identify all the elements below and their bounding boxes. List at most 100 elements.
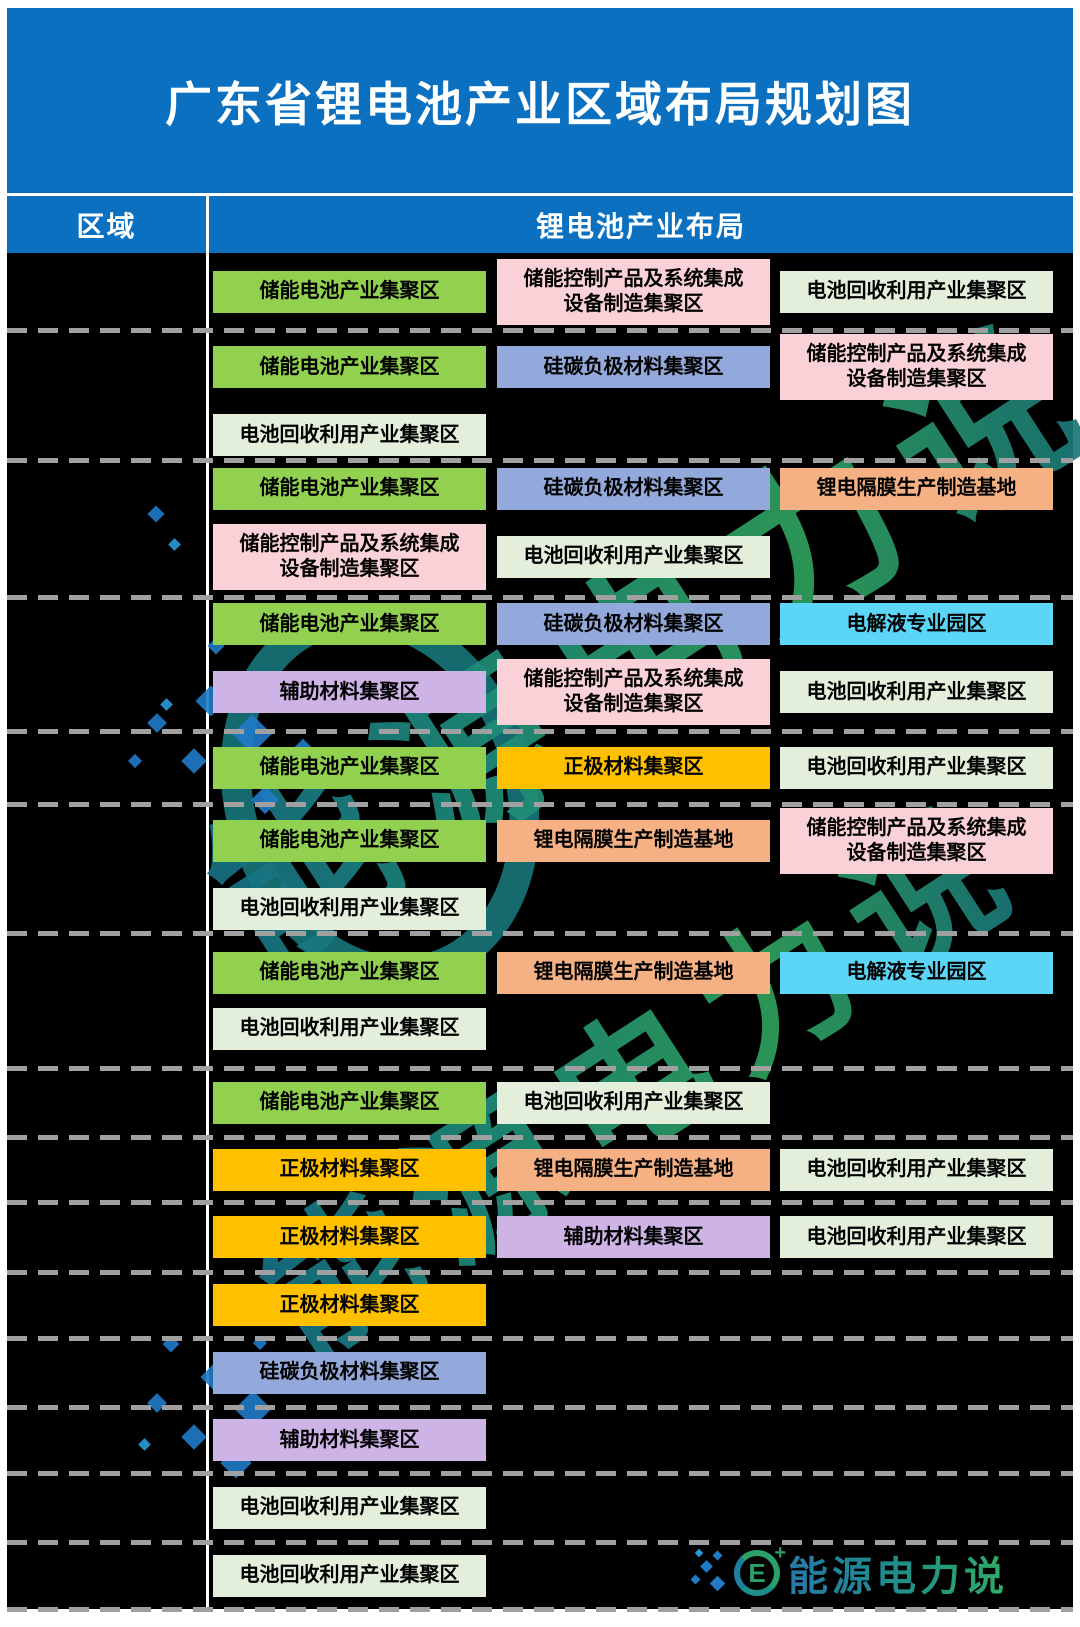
region-row-10: 正极材料集聚区 辅助材料集聚区 电池回收利用产业集聚区 bbox=[7, 1202, 1073, 1275]
industry-box-storage: 储能电池产业集聚区 bbox=[213, 1081, 486, 1124]
industry-box-auxiliary: 辅助材料集聚区 bbox=[213, 1419, 486, 1461]
industry-box-anode: 硅碳负极材料集聚区 bbox=[497, 467, 770, 510]
region-row-8: 储能电池产业集聚区 电池回收利用产业集聚区 bbox=[7, 1068, 1073, 1140]
industry-box-storage: 储能电池产业集聚区 bbox=[213, 346, 486, 388]
box-line: 储能控制产品及系统集成 设备制造集聚区 电池回收利用产业集聚区 bbox=[7, 523, 1073, 590]
region-row-11: 正极材料集聚区 bbox=[7, 1272, 1073, 1341]
industry-box-recycle: 电池回收利用产业集聚区 bbox=[213, 1007, 486, 1050]
row-separator bbox=[7, 595, 1073, 600]
industry-box-storage: 储能电池产业集聚区 bbox=[213, 951, 486, 994]
industry-box-control: 储能控制产品及系统集成 设备制造集聚区 bbox=[213, 523, 486, 590]
row-separator bbox=[7, 458, 1073, 463]
box-line: 储能电池产业集聚区 硅碳负极材料集聚区 储能控制产品及系统集成 设备制造集聚区 bbox=[7, 334, 1073, 400]
industry-box-storage: 储能电池产业集聚区 bbox=[213, 819, 486, 862]
industry-box-recycle: 电池回收利用产业集聚区 bbox=[213, 887, 486, 930]
logo-letter: E bbox=[748, 1557, 766, 1588]
industry-box-anode: 硅碳负极材料集聚区 bbox=[213, 1351, 486, 1394]
industry-box-control: 储能控制产品及系统集成 设备制造集聚区 bbox=[780, 807, 1053, 874]
region-row-4: 储能电池产业集聚区 硅碳负极材料集聚区 电解液专业园区辅助材料集聚区 储能控制产品及系… bbox=[7, 597, 1073, 734]
box-line: 正极材料集聚区 辅助材料集聚区 电池回收利用产业集聚区 bbox=[7, 1216, 1073, 1258]
box-line: 储能电池产业集聚区 硅碳负极材料集聚区 电解液专业园区 bbox=[7, 603, 1073, 645]
box-line: 电池回收利用产业集聚区 bbox=[7, 1486, 1073, 1529]
region-row-12: 硅碳负极材料集聚区 bbox=[7, 1338, 1073, 1410]
industry-box-electrolyte: 电解液专业园区 bbox=[780, 603, 1053, 645]
industry-box-control: 储能控制产品及系统集成 设备制造集聚区 bbox=[497, 258, 770, 325]
row-separator bbox=[7, 1200, 1073, 1205]
industry-box-cathode: 正极材料集聚区 bbox=[213, 1216, 486, 1258]
poster-frame: 广东省锂电池产业区域布局规划图 区域 锂电池产业布局 储能电池产业集聚区 储能控制… bbox=[7, 8, 1073, 1612]
industry-box-control: 储能控制产品及系统集成 设备制造集聚区 bbox=[780, 334, 1053, 400]
industry-box-separator: 锂电隔膜生产制造基地 bbox=[497, 1148, 770, 1191]
industry-box-anode: 硅碳负极材料集聚区 bbox=[497, 346, 770, 388]
box-line: 储能电池产业集聚区 储能控制产品及系统集成 设备制造集聚区 电池回收利用产业集聚区 bbox=[7, 258, 1073, 325]
brand-name: 能源电力说 bbox=[788, 1544, 1008, 1602]
column-header-layout: 锂电池产业布局 bbox=[209, 196, 1073, 253]
industry-box-storage: 储能电池产业集聚区 bbox=[213, 603, 486, 645]
industry-box-separator: 锂电隔膜生产制造基地 bbox=[497, 951, 770, 994]
industry-box-recycle: 电池回收利用产业集聚区 bbox=[213, 414, 486, 456]
box-line: 正极材料集聚区 锂电隔膜生产制造基地 电池回收利用产业集聚区 bbox=[7, 1148, 1073, 1191]
box-line: 储能电池产业集聚区 锂电隔膜生产制造基地 储能控制产品及系统集成 设备制造集聚区 bbox=[7, 807, 1073, 874]
region-row-13: 辅助材料集聚区 bbox=[7, 1407, 1073, 1476]
industry-box-recycle: 电池回收利用产业集聚区 bbox=[780, 1148, 1053, 1191]
logo-plus-icon: + bbox=[774, 1542, 786, 1564]
region-row-3: 储能电池产业集聚区 硅碳负极材料集聚区 锂电隔膜生产制造基地储能控制产品及系统集成 … bbox=[7, 460, 1073, 600]
box-line: 储能电池产业集聚区 锂电隔膜生产制造基地 电解液专业园区 bbox=[7, 951, 1073, 994]
row-separator bbox=[7, 802, 1073, 807]
industry-box-control: 储能控制产品及系统集成 设备制造集聚区 bbox=[497, 659, 770, 725]
box-line: 储能电池产业集聚区 硅碳负极材料集聚区 锂电隔膜生产制造基地 bbox=[7, 467, 1073, 510]
row-separator bbox=[7, 729, 1073, 734]
industry-box-separator: 锂电隔膜生产制造基地 bbox=[780, 467, 1053, 510]
region-row-6: 储能电池产业集聚区 锂电隔膜生产制造基地 储能控制产品及系统集成 设备制造集聚区电池… bbox=[7, 804, 1073, 936]
row-separator bbox=[7, 1471, 1073, 1476]
row-separator bbox=[7, 328, 1073, 333]
industry-box-auxiliary: 辅助材料集聚区 bbox=[213, 671, 486, 713]
row-separator bbox=[7, 1066, 1073, 1071]
box-line: 辅助材料集聚区 储能控制产品及系统集成 设备制造集聚区 电池回收利用产业集聚区 bbox=[7, 659, 1073, 725]
industry-box-cathode: 正极材料集聚区 bbox=[497, 746, 770, 789]
region-row-14: 电池回收利用产业集聚区 bbox=[7, 1473, 1073, 1545]
row-separator bbox=[7, 1270, 1073, 1275]
region-row-5: 储能电池产业集聚区 正极材料集聚区 电池回收利用产业集聚区 bbox=[7, 731, 1073, 807]
region-row-9: 正极材料集聚区 锂电隔膜生产制造基地 电池回收利用产业集聚区 bbox=[7, 1137, 1073, 1205]
industry-box-recycle: 电池回收利用产业集聚区 bbox=[213, 1486, 486, 1529]
region-row-1: 储能电池产业集聚区 储能控制产品及系统集成 设备制造集聚区 电池回收利用产业集聚区 bbox=[7, 253, 1073, 333]
industry-box-recycle: 电池回收利用产业集聚区 bbox=[213, 1554, 486, 1597]
industry-box-storage: 储能电池产业集聚区 bbox=[213, 467, 486, 510]
box-line: 正极材料集聚区 bbox=[7, 1284, 1073, 1326]
industry-box-anode: 硅碳负极材料集聚区 bbox=[497, 603, 770, 645]
industry-box-separator: 锂电隔膜生产制造基地 bbox=[497, 819, 770, 862]
brand-logo: E + 能源电力说 bbox=[690, 1542, 1008, 1602]
logo-pixel-diamonds bbox=[690, 1548, 726, 1598]
region-row-15: 电池回收利用产业集聚区 bbox=[7, 1542, 1073, 1612]
logo-e-icon: E + bbox=[734, 1542, 786, 1596]
industry-box-cathode: 正极材料集聚区 bbox=[213, 1148, 486, 1191]
row-separator bbox=[7, 1405, 1073, 1410]
column-divider-gap bbox=[206, 196, 209, 253]
industry-box-electrolyte: 电解液专业园区 bbox=[780, 951, 1053, 994]
region-row-2: 储能电池产业集聚区 硅碳负极材料集聚区 储能控制产品及系统集成 设备制造集聚区电池回… bbox=[7, 330, 1073, 463]
table-body: 储能电池产业集聚区 储能控制产品及系统集成 设备制造集聚区 电池回收利用产业集聚区储… bbox=[7, 253, 1073, 1612]
industry-box-recycle: 电池回收利用产业集聚区 bbox=[497, 535, 770, 578]
row-separator bbox=[7, 931, 1073, 936]
box-line: 储能电池产业集聚区 电池回收利用产业集聚区 bbox=[7, 1081, 1073, 1124]
industry-box-recycle: 电池回收利用产业集聚区 bbox=[780, 1216, 1053, 1258]
industry-box-cathode: 正极材料集聚区 bbox=[213, 1284, 486, 1326]
box-line: 电池回收利用产业集聚区 bbox=[7, 887, 1073, 930]
box-line: 辅助材料集聚区 bbox=[7, 1419, 1073, 1461]
column-header-region: 区域 bbox=[7, 196, 206, 253]
page-title: 广东省锂电池产业区域布局规划图 bbox=[165, 78, 915, 131]
box-line: 电池回收利用产业集聚区 bbox=[7, 1007, 1073, 1050]
row-separator bbox=[7, 1135, 1073, 1140]
industry-box-recycle: 电池回收利用产业集聚区 bbox=[780, 746, 1053, 789]
industry-box-auxiliary: 辅助材料集聚区 bbox=[497, 1216, 770, 1258]
industry-box-recycle: 电池回收利用产业集聚区 bbox=[497, 1081, 770, 1124]
table-header-row: 区域 锂电池产业布局 bbox=[7, 196, 1073, 253]
industry-box-storage: 储能电池产业集聚区 bbox=[213, 270, 486, 313]
box-line: 电池回收利用产业集聚区 bbox=[7, 1554, 1073, 1597]
title-band: 广东省锂电池产业区域布局规划图 bbox=[7, 8, 1073, 193]
row-separator bbox=[7, 1336, 1073, 1341]
industry-box-storage: 储能电池产业集聚区 bbox=[213, 746, 486, 789]
box-line: 储能电池产业集聚区 正极材料集聚区 电池回收利用产业集聚区 bbox=[7, 746, 1073, 789]
